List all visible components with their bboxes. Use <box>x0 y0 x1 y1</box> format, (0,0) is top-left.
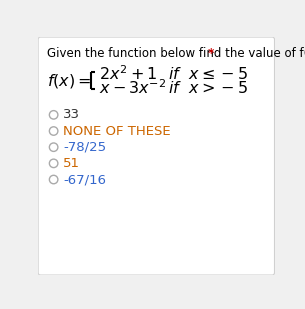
FancyBboxPatch shape <box>38 37 274 275</box>
Text: -78/25: -78/25 <box>63 141 106 154</box>
Text: *: * <box>204 47 214 60</box>
Text: Given the function below find the value of f(-5).: Given the function below find the value … <box>47 47 305 60</box>
Text: -67/16: -67/16 <box>63 173 106 186</box>
Text: $\mathit{if}\ \ x > -5$: $\mathit{if}\ \ x > -5$ <box>168 80 248 96</box>
Text: $x - 3x^{-2}$: $x - 3x^{-2}$ <box>99 78 166 97</box>
Text: NONE OF THESE: NONE OF THESE <box>63 125 170 138</box>
Text: $2x^2 + 1$: $2x^2 + 1$ <box>99 65 157 83</box>
Text: 33: 33 <box>63 108 80 121</box>
Text: $f(x) =$: $f(x) =$ <box>47 72 92 90</box>
Text: $\mathit{if}\ \ x \leq -5$: $\mathit{if}\ \ x \leq -5$ <box>168 66 248 82</box>
Text: 51: 51 <box>63 157 80 170</box>
